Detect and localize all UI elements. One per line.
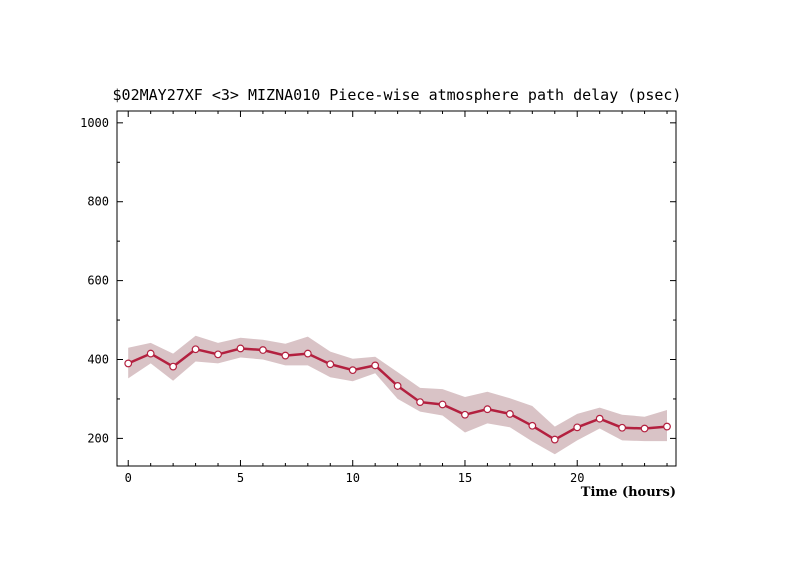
data-point [214,350,222,359]
data-point [393,382,402,390]
data-point [124,359,133,368]
data-point [573,423,582,432]
data-point [483,405,492,414]
data-point [618,423,627,432]
y-tick-label: 600 [87,274,109,288]
data-point [505,410,514,418]
y-tick-label: 200 [87,431,109,445]
data-point [191,345,200,354]
data-point [550,435,559,444]
data-point [303,349,312,358]
data-point [416,398,424,407]
x-tick-label: 15 [458,471,472,485]
data-point [461,410,469,419]
x-axis-label: Time (hours) [581,485,676,500]
y-tick-label: 1000 [80,116,109,130]
data-point [371,361,380,370]
data-point [663,422,671,431]
y-tick-label: 800 [87,195,109,209]
data-point [169,362,178,371]
data-point [528,421,537,430]
chart-title: $02MAY27XF <3> MIZNA010 Piece-wise atmos… [112,86,682,104]
data-point [326,360,335,369]
x-tick-label: 20 [570,471,584,485]
data-point [438,400,447,409]
x-tick-label: 0 [125,471,132,485]
data-point [146,349,155,358]
x-tick-label: 10 [345,471,359,485]
plot-frame [116,110,677,467]
data-point [236,344,245,353]
data-point [281,351,290,360]
y-tick-label: 400 [87,353,109,367]
data-point [348,366,357,375]
data-point [595,414,604,423]
data-point [259,346,267,354]
x-tick-label: 5 [237,471,244,485]
data-point [640,424,649,433]
